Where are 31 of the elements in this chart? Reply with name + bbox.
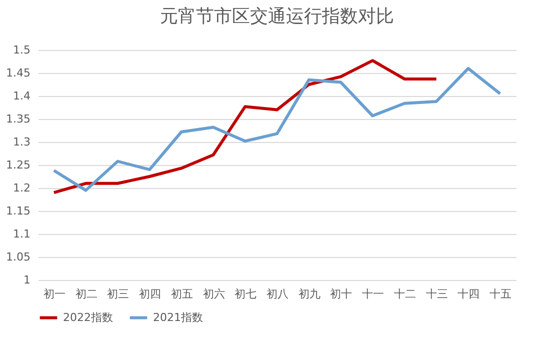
y-tick-label: 1.15	[6, 204, 30, 218]
x-tick-label: 初四	[139, 288, 162, 300]
x-tick-label: 十四	[458, 288, 480, 300]
x-tick-label: 初七	[234, 288, 257, 300]
x-tick-label: 初一	[43, 288, 66, 300]
y-tick-label: 1.35	[6, 112, 30, 126]
y-tick-label: 1.25	[6, 158, 30, 172]
y-tick-label: 1	[24, 274, 30, 286]
line-series	[52, 66, 502, 192]
x-tick-label: 十三	[426, 288, 448, 300]
y-tick-label: 1.4	[13, 90, 30, 102]
x-tick-label: 十一	[362, 288, 384, 300]
legend-label: 2021指数	[153, 310, 203, 324]
y-tick-label: 1.5	[13, 44, 30, 56]
legend-label: 2022指数	[63, 310, 113, 324]
y-tick-label: 1.45	[6, 66, 30, 80]
y-tick-label: 1.05	[6, 250, 30, 264]
y-tick-label: 1.1	[13, 228, 30, 240]
x-tick-label: 初六	[202, 288, 225, 300]
x-tick-label: 初二	[75, 288, 98, 300]
x-tick-label: 初九	[298, 288, 320, 300]
x-tick-label: 初三	[107, 288, 130, 300]
chart-title: 元宵节市区交通运行指数对比	[160, 6, 394, 27]
x-tick-label: 初八	[266, 288, 288, 300]
x-tick-label: 初五	[170, 288, 193, 300]
x-tick-label: 十二	[394, 288, 416, 300]
x-tick-label: 初十	[330, 288, 352, 300]
y-tick-label: 1.2	[13, 182, 30, 194]
line-series	[52, 59, 438, 194]
y-tick-label: 1.3	[13, 136, 30, 148]
x-tick-label: 十五	[490, 288, 512, 300]
